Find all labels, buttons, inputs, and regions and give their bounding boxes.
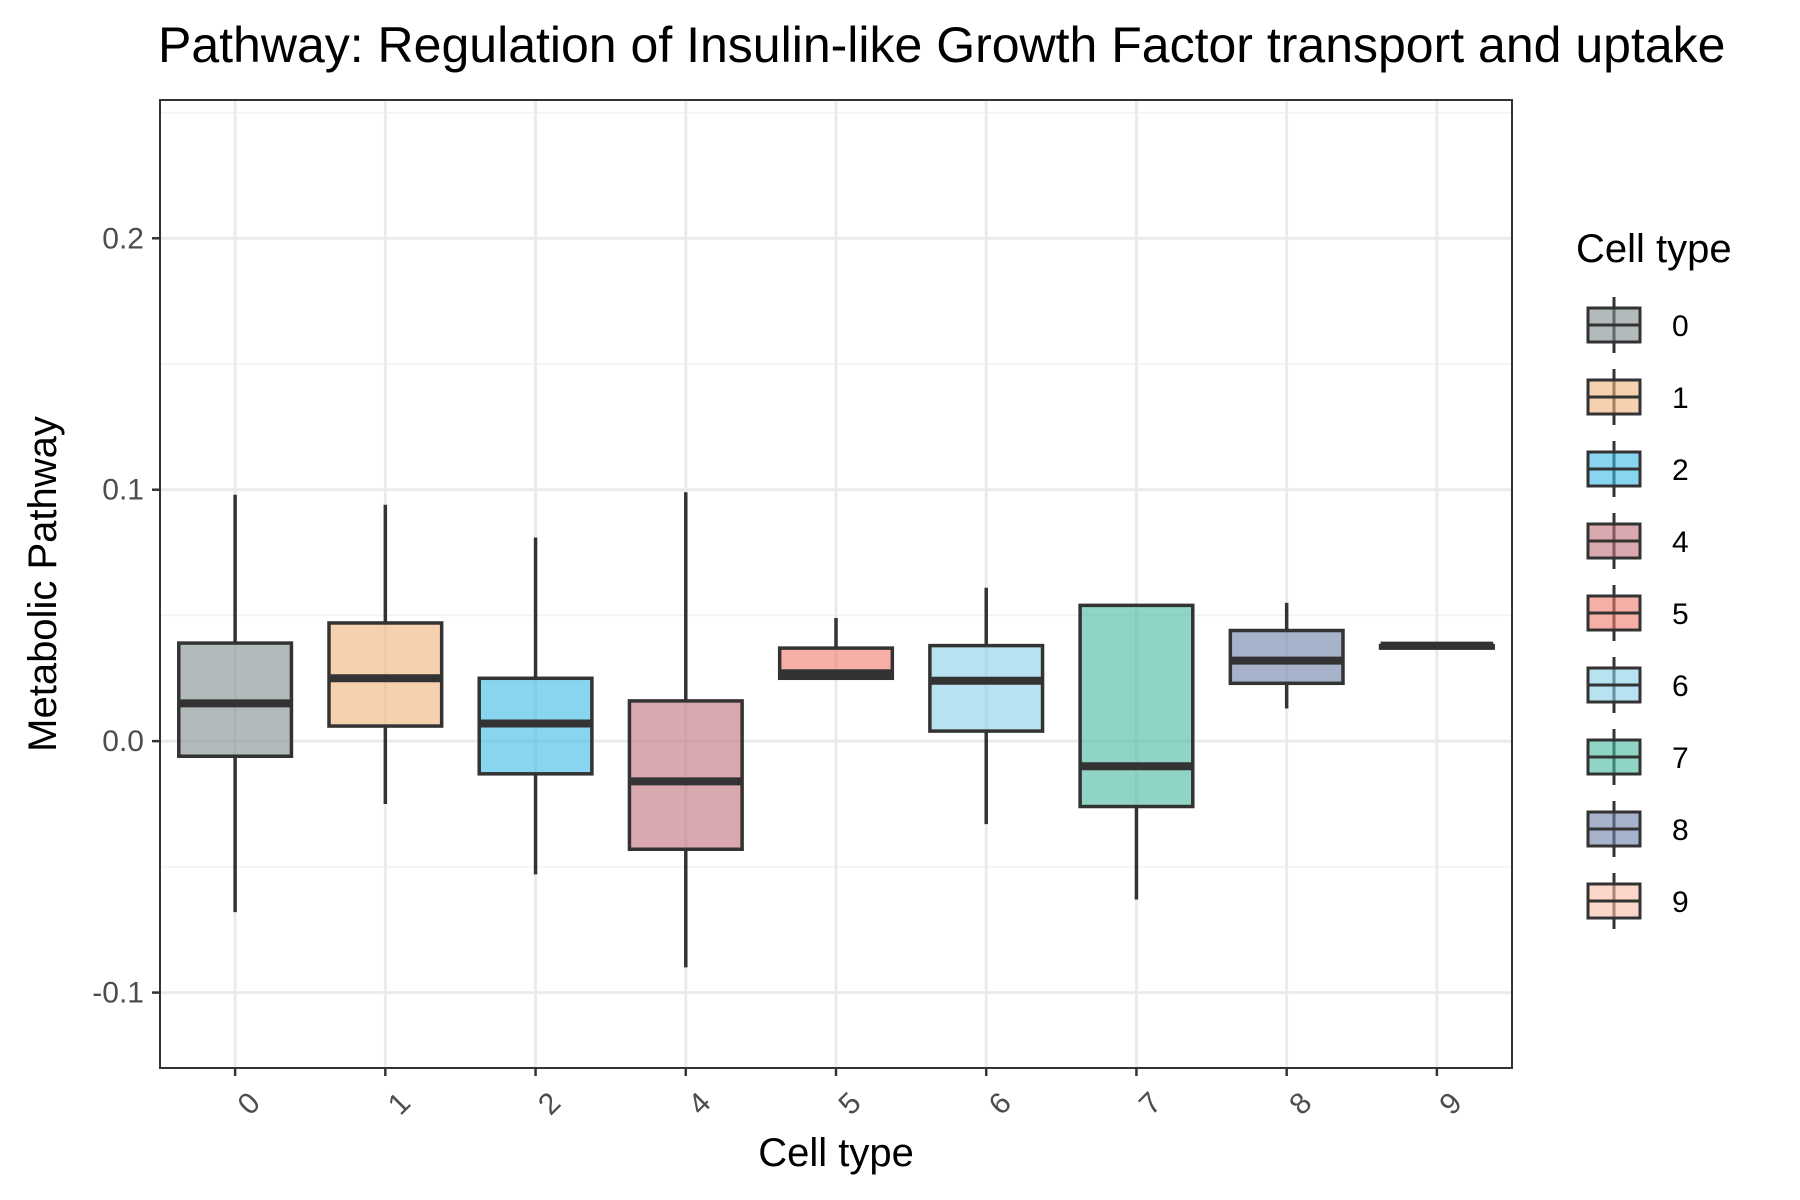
box-7 <box>1078 603 1195 900</box>
x-tick-label: 2 <box>532 1086 567 1121</box>
y-axis-title: Metabolic Pathway <box>21 416 65 752</box>
x-tick-label: 6 <box>983 1086 1018 1121</box>
legend-label: 1 <box>1672 382 1689 415</box>
box-6 <box>928 587 1045 825</box>
box-iqr <box>627 699 744 852</box>
x-axis-title: Cell type <box>758 1131 914 1175</box>
legend-item-8: 8 <box>1586 801 1689 857</box>
legend-item-5: 5 <box>1586 585 1689 641</box>
x-tick-label: 4 <box>682 1086 717 1121</box>
x-tick-label: 7 <box>1133 1086 1168 1121</box>
box-iqr <box>928 643 1045 733</box>
x-tick-label: 1 <box>382 1086 417 1121</box>
box-4 <box>627 492 744 968</box>
box-8 <box>1228 602 1345 709</box>
chart-title: Pathway: Regulation of Insulin-like Grow… <box>158 17 1725 73</box>
legend: Cell type 0 1 2 4 5 6 7 8 9 <box>1576 227 1732 929</box>
box-1 <box>327 504 444 804</box>
legend-label: 2 <box>1672 454 1689 487</box>
legend-item-0: 0 <box>1586 297 1689 353</box>
legend-label: 8 <box>1672 814 1689 847</box>
y-tick-label: 0.0 <box>102 725 144 758</box>
legend-item-2: 2 <box>1586 441 1689 497</box>
y-tick-label: 0.2 <box>102 222 144 255</box>
box-2 <box>477 537 594 875</box>
legend-item-6: 6 <box>1586 657 1689 713</box>
legend-item-4: 4 <box>1586 513 1689 569</box>
box-5 <box>777 617 895 681</box>
x-tick-label: 0 <box>232 1086 267 1121</box>
legend-item-7: 7 <box>1586 729 1689 785</box>
legend-item-9: 9 <box>1586 873 1689 929</box>
legend-label: 5 <box>1672 598 1689 631</box>
legend-title: Cell type <box>1576 227 1732 271</box>
x-tick-label: 8 <box>1283 1086 1318 1121</box>
x-tick-label: 9 <box>1433 1086 1468 1121</box>
box-0 <box>177 494 294 913</box>
legend-item-1: 1 <box>1586 369 1689 425</box>
legend-label: 9 <box>1672 886 1689 919</box>
legend-label: 7 <box>1672 742 1689 775</box>
box-iqr <box>1078 603 1195 809</box>
legend-label: 6 <box>1672 670 1689 703</box>
y-tick-label: 0.1 <box>102 474 144 507</box>
legend-label: 0 <box>1672 310 1689 343</box>
x-axis: 0 1 2 4 5 6 7 8 9 <box>232 1068 1469 1121</box>
box-series <box>177 492 1495 968</box>
y-tick-label: -0.1 <box>92 977 144 1010</box>
x-tick-label: 5 <box>833 1086 868 1121</box>
y-axis: -0.1 0.0 0.1 0.2 <box>92 222 160 1010</box>
box-9 <box>1378 641 1495 650</box>
legend-label: 4 <box>1672 526 1689 559</box>
